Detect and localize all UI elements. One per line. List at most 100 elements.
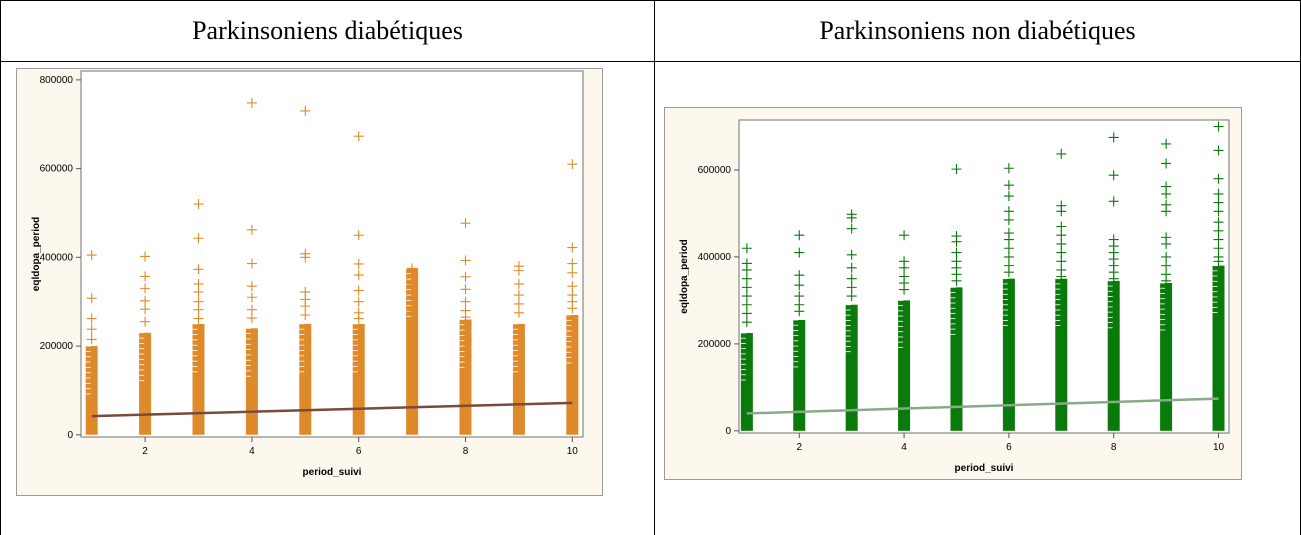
scatter-point	[1003, 251, 1014, 262]
scatter-point	[300, 301, 311, 312]
header-non-diabetic: Parkinsoniens non diabétiques	[819, 16, 1136, 45]
scatter-point	[300, 105, 311, 116]
dense-point-column	[898, 300, 911, 431]
scatter-point	[246, 224, 257, 235]
scatter-point	[846, 223, 857, 234]
scatter-point	[1108, 132, 1119, 143]
scatter-point	[846, 273, 857, 284]
x-axis-label: period_suivi	[955, 463, 1014, 474]
scatter-point	[794, 270, 805, 281]
scatter-point	[1213, 121, 1224, 132]
scatter-point	[951, 164, 962, 175]
scatter-point	[513, 265, 524, 276]
scatter-point	[794, 291, 805, 302]
dense-point-column	[1055, 278, 1068, 431]
scatter-point	[140, 283, 151, 294]
scatter-point	[407, 296, 418, 307]
scatter-point	[513, 290, 524, 301]
x-tick-label: 2	[142, 446, 148, 457]
scatter-chart-non-diabetic: 0 200000 400000 600000 2 4 6 8 10 period_suivi eql…	[679, 119, 1230, 474]
dense-point-column	[352, 323, 365, 435]
x-tick-label: 2	[796, 442, 802, 453]
scatter-point	[513, 278, 524, 289]
scatter-point	[246, 292, 257, 303]
dense-point-column	[1212, 265, 1225, 431]
scatter-point	[246, 281, 257, 292]
dense-point-column	[1160, 283, 1173, 431]
trend-line	[91, 401, 573, 418]
scatter-point	[846, 291, 857, 302]
scatter-point	[460, 218, 471, 229]
scatter-point	[567, 267, 578, 278]
x-tick-label: 6	[356, 446, 362, 457]
scatter-point	[846, 249, 857, 260]
scatter-point	[1161, 206, 1172, 217]
dense-point-column	[740, 333, 753, 431]
scatter-point	[741, 291, 752, 302]
table-header-divider	[0, 61, 1301, 62]
scatter-point	[353, 131, 364, 142]
dense-point-column	[566, 315, 579, 435]
scatter-point	[846, 282, 857, 293]
scatter-point	[1108, 273, 1119, 284]
scatter-point	[1213, 206, 1224, 217]
scatter-point	[1213, 256, 1224, 267]
y-tick-label: 0	[67, 430, 73, 441]
scatter-point	[951, 247, 962, 258]
scatter-point	[899, 284, 910, 295]
scatter-point	[899, 262, 910, 273]
scatter-point	[140, 295, 151, 306]
plot-area	[738, 119, 1230, 434]
scatter-point	[794, 280, 805, 291]
table-top-border	[0, 0, 1301, 1]
dense-point-column	[950, 287, 963, 431]
scatter-point	[899, 230, 910, 241]
dense-point-column	[793, 319, 806, 431]
dense-point-column	[459, 319, 472, 435]
dense-point-column	[1107, 280, 1120, 431]
scatter-point	[741, 299, 752, 310]
scatter-point	[741, 243, 752, 254]
scatter-point	[951, 275, 962, 286]
scatter-point	[193, 264, 204, 275]
y-tick-label: 400000	[40, 252, 74, 263]
table-left-border	[0, 0, 1, 535]
scatter-point	[741, 308, 752, 319]
scatter-point	[1056, 271, 1067, 282]
x-tick-label: 4	[249, 446, 255, 457]
scatter-point	[1056, 238, 1067, 249]
y-tick-label: 200000	[40, 341, 74, 352]
scatter-point	[86, 313, 97, 324]
scatter-point	[193, 199, 204, 210]
scatter-point	[846, 212, 857, 223]
scatter-point	[140, 271, 151, 282]
scatter-point	[246, 304, 257, 315]
scatter-point	[86, 250, 97, 261]
x-tick-label: 8	[463, 446, 469, 457]
scatter-point	[1213, 188, 1224, 199]
table-middle-border	[654, 0, 655, 535]
scatter-point	[1056, 247, 1067, 258]
scatter-point	[246, 258, 257, 269]
scatter-point	[460, 296, 471, 307]
dense-point-column	[85, 346, 98, 435]
dense-point-column	[1002, 278, 1015, 431]
scatter-point	[1003, 206, 1014, 217]
scatter-point	[460, 284, 471, 295]
scatter-point	[193, 313, 204, 324]
scatter-point	[246, 313, 257, 324]
scatter-point	[140, 251, 151, 262]
scatter-point	[353, 230, 364, 241]
scatter-point	[407, 305, 418, 316]
scatter-point	[1056, 148, 1067, 159]
scatter-point	[846, 262, 857, 273]
scatter-point	[741, 317, 752, 328]
scatter-point	[193, 286, 204, 297]
scatter-point	[353, 313, 364, 324]
scatter-point	[353, 296, 364, 307]
scatter-point	[460, 255, 471, 266]
scatter-point	[1003, 214, 1014, 225]
scatter-point	[1056, 221, 1067, 232]
scatter-point	[513, 298, 524, 309]
